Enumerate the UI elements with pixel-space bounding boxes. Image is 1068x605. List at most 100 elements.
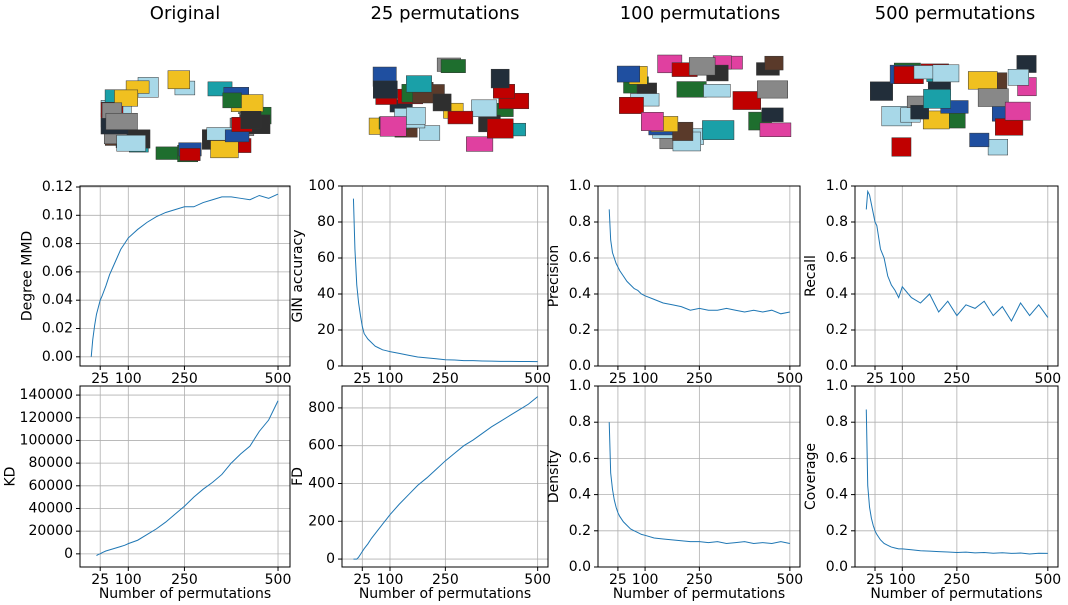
x-axis-label: Number of permutations	[870, 586, 1042, 602]
column-title: 25 permutations	[370, 3, 519, 24]
x-tick-label: 250	[171, 572, 198, 588]
y-tick-label: 80000	[28, 455, 73, 471]
y-tick-label: 60000	[28, 478, 73, 494]
brick	[702, 120, 735, 140]
x-tick-label: 100	[632, 371, 659, 387]
brick	[913, 65, 934, 80]
y-tick-label: 0.12	[42, 179, 73, 195]
y-tick-label: 80	[317, 214, 335, 230]
brick	[619, 96, 644, 114]
render	[870, 55, 1037, 157]
x-tick-label: 250	[686, 371, 713, 387]
y-tick-label: 20000	[28, 523, 73, 539]
plot-frame	[854, 385, 1059, 568]
x-tick-label: 100	[377, 572, 404, 588]
y-tick-label: 1.0	[569, 378, 591, 394]
y-tick-label: 0.02	[42, 321, 73, 337]
brick	[967, 71, 998, 90]
brick	[987, 139, 1008, 156]
y-tick-label: 0.10	[42, 207, 73, 223]
brick	[167, 70, 190, 90]
brick	[240, 111, 262, 129]
y-tick-label: 0.06	[42, 264, 73, 280]
y-axis-label: Degree MMD	[20, 231, 36, 321]
x-axis-label: Number of permutations	[359, 586, 531, 602]
brick	[764, 55, 784, 71]
y-tick-label: 100	[308, 178, 335, 194]
brick	[923, 89, 951, 109]
y-tick-label: 40000	[28, 500, 73, 516]
y-tick-label: 0.0	[826, 559, 848, 575]
plot-frame	[79, 385, 291, 568]
x-tick-label: 25	[91, 371, 109, 387]
x-tick-label: 25	[609, 371, 627, 387]
brick	[910, 104, 929, 120]
brick	[379, 116, 407, 137]
y-axis-label: Precision	[546, 245, 562, 307]
brick	[490, 68, 510, 89]
y-tick-label: 0.2	[826, 322, 848, 338]
y-tick-label: 120000	[20, 410, 73, 426]
line	[352, 198, 538, 363]
plot-frame	[597, 185, 801, 367]
brick	[732, 91, 761, 110]
x-tick-label: 250	[943, 572, 970, 588]
brick	[466, 136, 494, 152]
render	[100, 70, 272, 163]
brick	[105, 112, 138, 130]
x-tick-label: 250	[686, 572, 713, 588]
y-tick-label: 0.0	[826, 358, 848, 374]
y-tick-label: 0	[326, 551, 335, 567]
y-tick-label: 0.6	[569, 450, 591, 466]
y-tick-label: 0.8	[569, 214, 591, 230]
y-axis-label: Coverage	[803, 443, 819, 510]
y-tick-label: 800	[308, 400, 335, 416]
line	[608, 209, 790, 315]
y-tick-label: 0.00	[42, 349, 73, 365]
x-tick-label: 250	[432, 371, 459, 387]
y-tick-label: 0.6	[826, 250, 848, 266]
line	[353, 396, 538, 560]
brick	[616, 65, 640, 83]
y-axis-label: Recall	[803, 255, 819, 297]
brick	[688, 57, 716, 76]
x-tick-label: 250	[171, 371, 198, 387]
plot-frame	[341, 185, 549, 367]
line	[865, 409, 1048, 555]
y-axis-label: KD	[2, 467, 18, 487]
brick	[406, 75, 432, 93]
x-tick-label: 500	[524, 572, 551, 588]
brick	[757, 80, 789, 99]
x-axis-label: Number of permutations	[613, 586, 785, 602]
y-tick-label: 0.6	[826, 450, 848, 466]
line	[608, 422, 790, 544]
y-tick-label: 1.0	[826, 178, 848, 194]
y-tick-label: 60	[317, 250, 335, 266]
brick	[116, 134, 146, 152]
y-tick-label: 600	[308, 438, 335, 454]
y-tick-label: 400	[308, 475, 335, 491]
x-axis-label: Number of permutations	[99, 586, 271, 602]
x-tick-label: 25	[353, 572, 371, 588]
x-tick-label: 25	[91, 572, 109, 588]
x-tick-label: 100	[115, 371, 142, 387]
y-tick-label: 0.6	[569, 250, 591, 266]
y-axis-label: Density	[546, 450, 562, 503]
y-axis-label: FD	[290, 467, 306, 486]
column-title: 100 permutations	[620, 3, 781, 24]
render	[368, 57, 530, 152]
brick	[222, 92, 242, 109]
y-tick-label: 200	[308, 513, 335, 529]
y-tick-label: 100000	[20, 432, 73, 448]
x-tick-label: 500	[265, 572, 292, 588]
line	[865, 189, 1049, 323]
y-tick-label: 0.4	[569, 286, 591, 302]
y-tick-label: 40	[317, 286, 335, 302]
y-tick-label: 0.2	[569, 322, 591, 338]
brick	[676, 81, 707, 98]
x-tick-label: 25	[866, 371, 884, 387]
x-tick-label: 100	[889, 572, 916, 588]
y-tick-label: 0	[326, 358, 335, 374]
